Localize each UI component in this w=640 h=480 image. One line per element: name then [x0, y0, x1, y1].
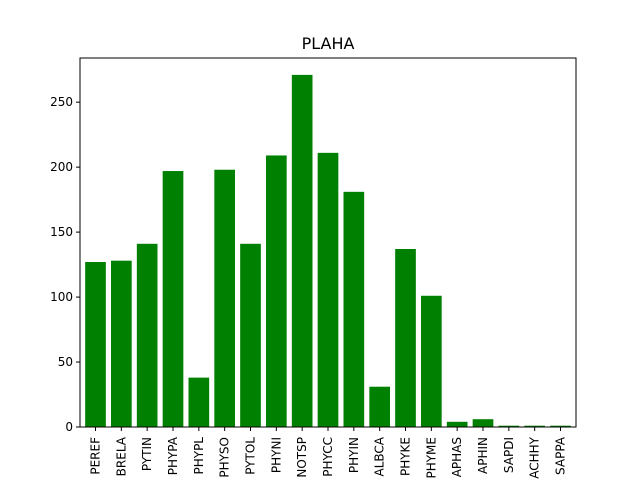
bar-phyke — [395, 249, 416, 427]
x-tick-label: SAPPA — [554, 436, 568, 475]
bar-physo — [214, 169, 235, 428]
bar-phyin — [343, 191, 365, 427]
x-tick-label: ALBCA — [373, 436, 387, 476]
bar-phycc — [317, 152, 339, 427]
x-tick-label: PHYNI — [269, 437, 283, 473]
x-tick-label: PHYPA — [166, 436, 180, 475]
bar-phypa — [162, 171, 184, 427]
x-tick-label: PHYCC — [321, 437, 335, 477]
y-axis: 0 50 100 150 200 250 — [50, 95, 80, 434]
bar-phyme — [421, 295, 442, 427]
y-tick-label: 200 — [50, 160, 73, 174]
y-tick-label: 0 — [65, 420, 73, 434]
plot-frame — [79, 57, 577, 428]
x-tick-label: PHYSO — [218, 437, 232, 478]
x-tick-label: SAPDI — [502, 437, 516, 473]
bar-phypl — [188, 377, 210, 427]
y-tick-label: 100 — [50, 290, 73, 304]
bar-albca — [369, 386, 390, 427]
bar-sappa — [550, 425, 571, 427]
y-tick-label: 50 — [58, 355, 73, 369]
x-tick-label: APHAS — [450, 437, 464, 477]
x-tick-label: PHYIN — [347, 437, 361, 473]
x-tick-label: BRELA — [114, 436, 128, 476]
x-tick-label: PYTIN — [140, 437, 154, 471]
x-tick-label: NOTSP — [295, 437, 309, 478]
chart-title: PLAHA — [302, 34, 355, 53]
bar-pytin — [136, 243, 158, 427]
x-axis: PEREF BRELA PYTIN PHYPA PHYPL PHYSO PYTOL PHYNI… — [89, 427, 568, 479]
y-tick-label: 150 — [50, 225, 73, 239]
x-tick-label: PHYKE — [399, 437, 413, 476]
bar-peref — [85, 261, 106, 427]
bar-sapdi — [498, 425, 520, 427]
bars-group — [85, 74, 571, 428]
bar-achhy — [524, 425, 545, 427]
x-tick-label: PHYPL — [192, 437, 206, 475]
x-tick-label: PEREF — [89, 437, 103, 475]
bar-aphas — [446, 421, 468, 427]
x-tick-label: PHYME — [424, 437, 438, 479]
bar-notsp — [291, 74, 313, 427]
bar-brela — [111, 260, 132, 427]
y-tick-label: 250 — [50, 95, 73, 109]
bar-aphin — [472, 419, 494, 427]
x-tick-label: PYTOL — [244, 437, 258, 475]
x-tick-label: ACHHY — [528, 436, 542, 478]
bar-phyni — [266, 155, 287, 427]
bar-pytol — [240, 243, 261, 427]
x-tick-label: APHIN — [476, 437, 490, 474]
